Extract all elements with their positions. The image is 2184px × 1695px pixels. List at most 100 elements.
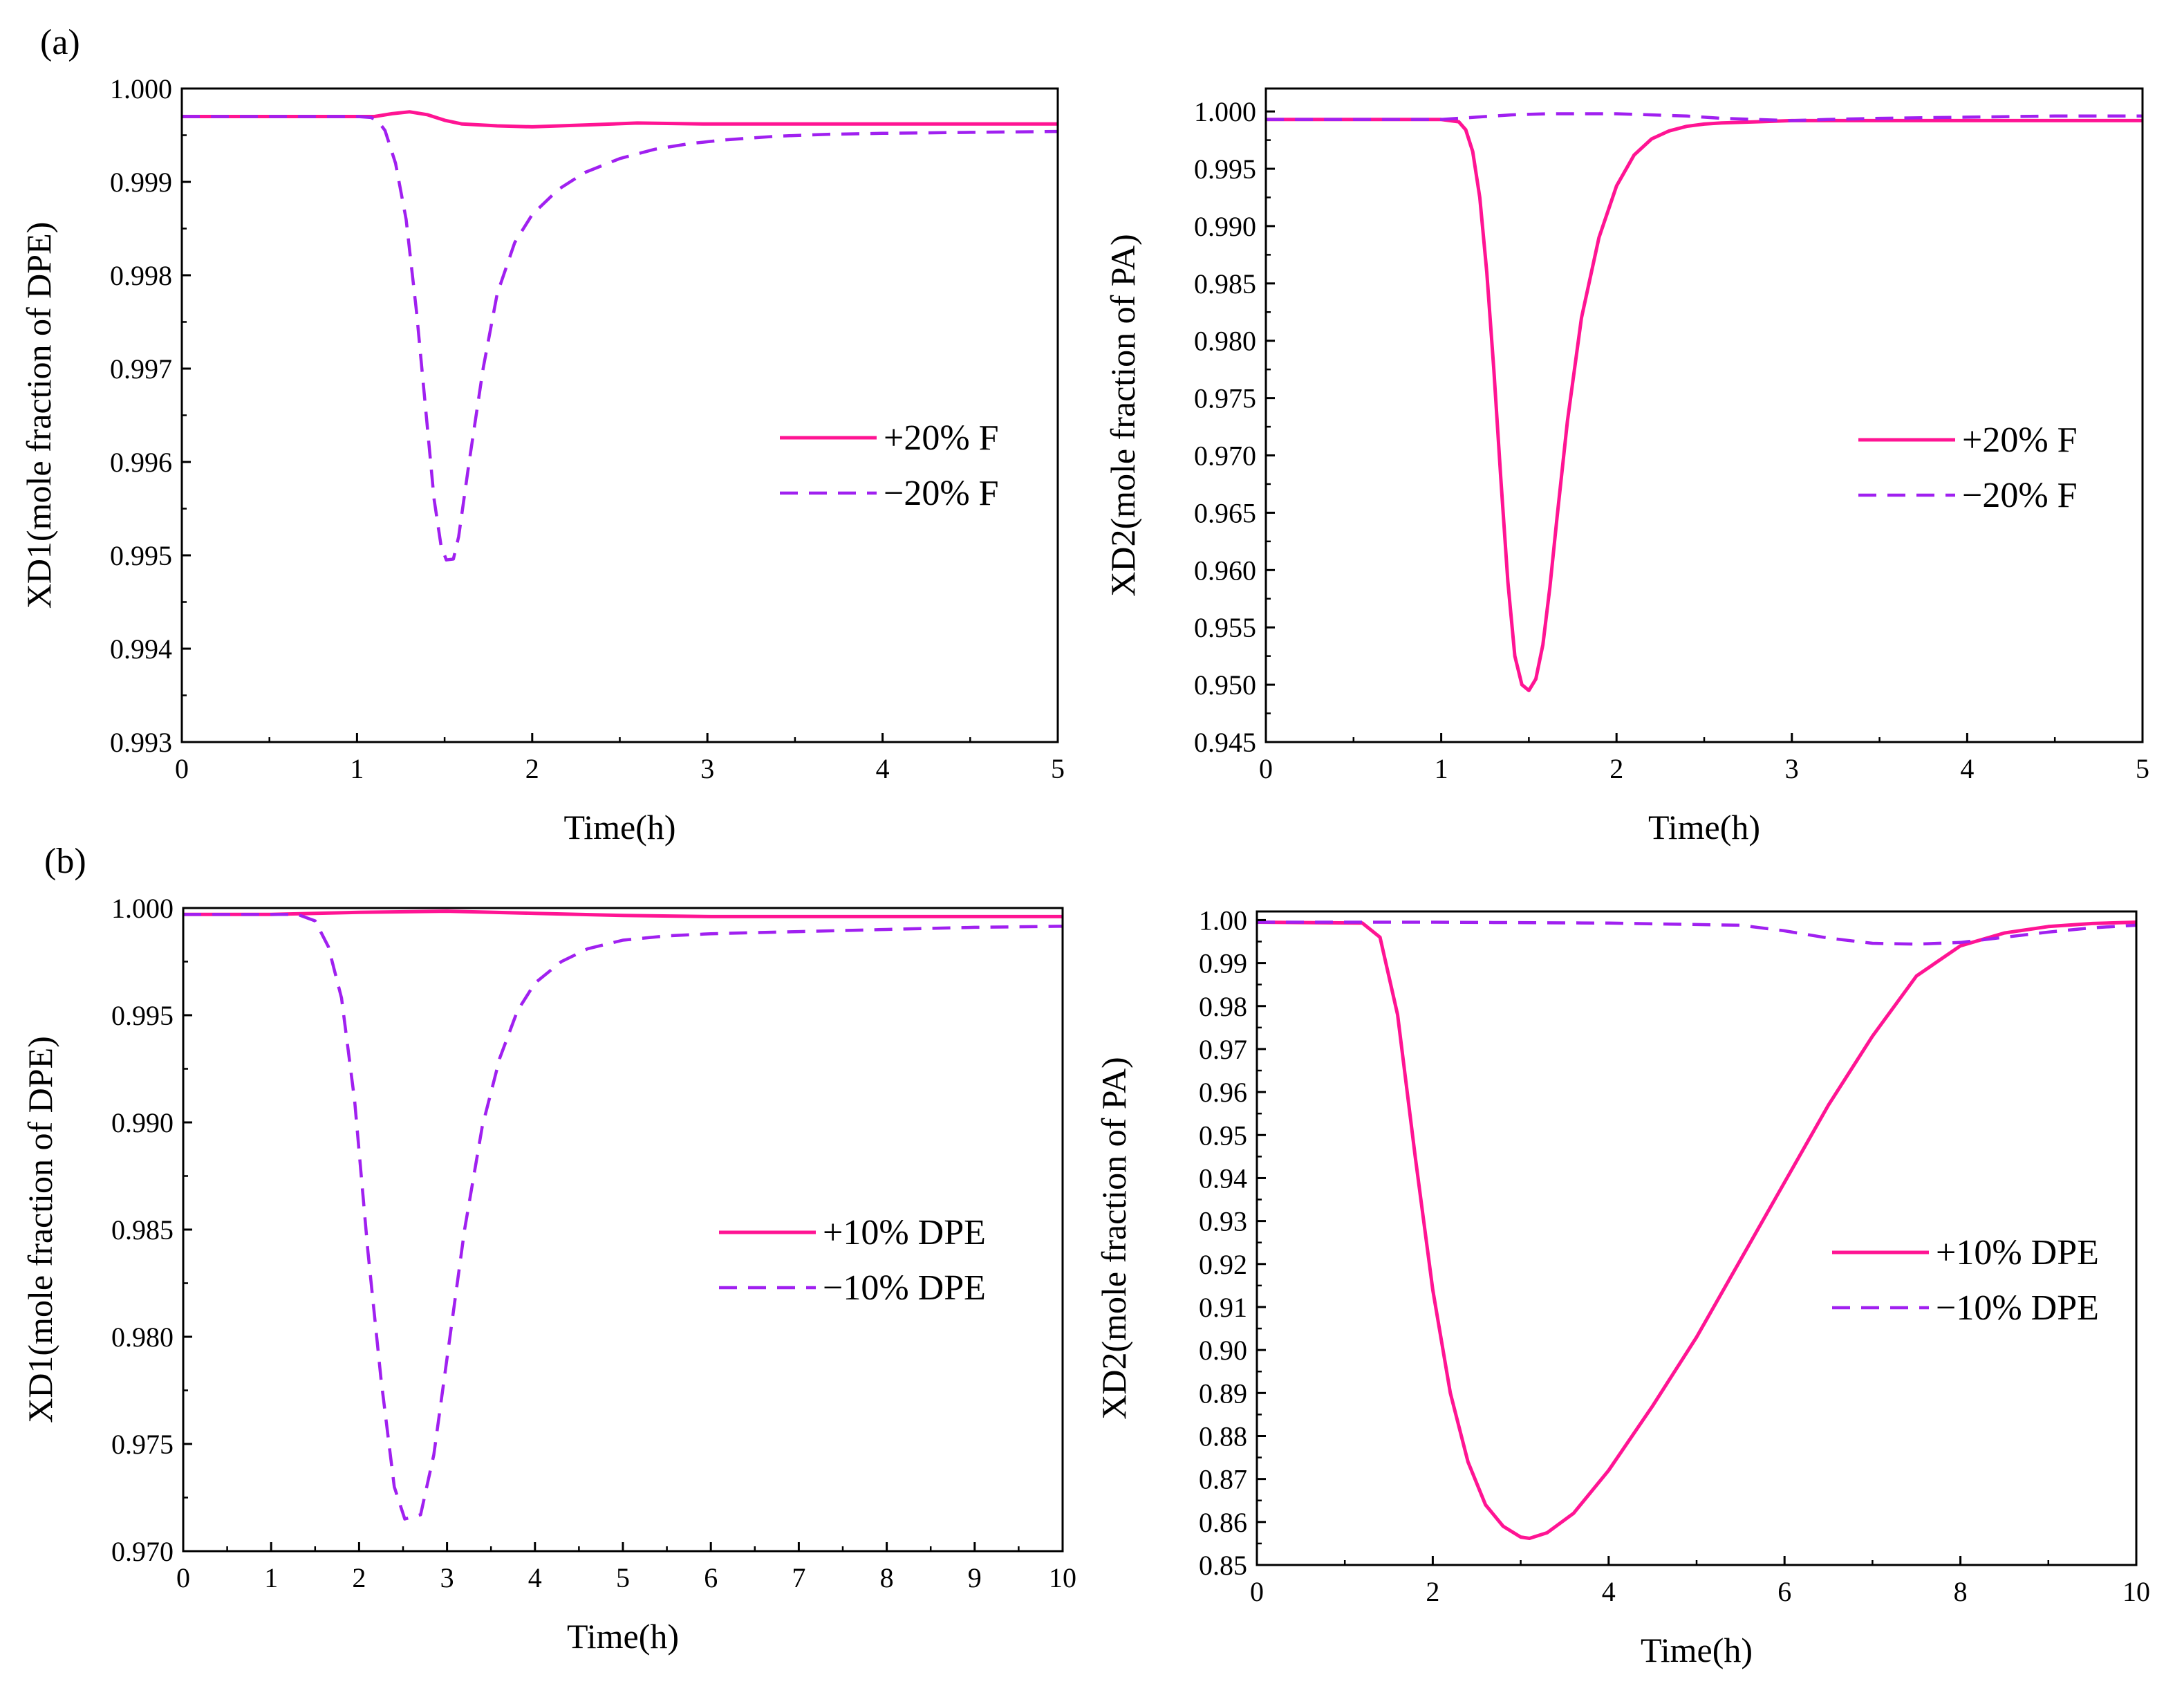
y-tick-label: 0.985 bbox=[111, 1214, 174, 1245]
y-axis-label: XD1(mole fraction of DPE) bbox=[21, 1036, 59, 1423]
y-tick-label: 0.999 bbox=[110, 167, 172, 198]
y-tick-label: 0.98 bbox=[1199, 991, 1247, 1022]
series-line-dashed bbox=[1266, 112, 2143, 122]
y-tick-label: 0.990 bbox=[1194, 211, 1256, 242]
y-tick-label: 0.92 bbox=[1199, 1249, 1247, 1280]
legend-label: +10% DPE bbox=[823, 1213, 986, 1252]
x-axis-label: Time(h) bbox=[1641, 1631, 1753, 1669]
x-axis-label: Time(h) bbox=[567, 1617, 679, 1656]
y-tick-label: 1.000 bbox=[111, 893, 174, 924]
y-tick-label: 1.000 bbox=[1194, 96, 1256, 127]
y-tick-label: 0.955 bbox=[1194, 612, 1256, 643]
y-tick-label: 0.995 bbox=[110, 540, 172, 571]
y-tick-label: 0.99 bbox=[1199, 948, 1247, 979]
x-tick-label: 1 bbox=[264, 1562, 278, 1593]
chart-b-left: 0 1 2 3 4 5 6 7 8 9 10 0.970 0.975 0.980 0.985 0.990 0.9… bbox=[21, 893, 1076, 1656]
x-tick-label: 4 bbox=[1960, 753, 1974, 784]
y-tick-label: 1.00 bbox=[1199, 905, 1247, 936]
chart-b-right: 0 2 4 6 8 10 0.85 0.86 0.87 0.88 0.89 0.90 0.91 0.92 0… bbox=[1094, 905, 2150, 1669]
panel-label-a: (a) bbox=[40, 23, 80, 62]
y-tick-label: 1.000 bbox=[110, 73, 172, 104]
x-tick-label: 4 bbox=[876, 753, 890, 784]
x-tick-label: 9 bbox=[968, 1562, 982, 1593]
x-tick-label: 8 bbox=[1954, 1576, 1968, 1607]
x-tick-label: 2 bbox=[1609, 753, 1623, 784]
x-axis-label: Time(h) bbox=[1648, 808, 1760, 846]
y-axis-label: XD2(mole fraction of PA) bbox=[1103, 234, 1142, 596]
x-tick-label: 7 bbox=[792, 1562, 805, 1593]
x-tick-label: 5 bbox=[2136, 753, 2149, 784]
x-tick-label: 1 bbox=[1435, 753, 1448, 784]
x-tick-label: 6 bbox=[704, 1562, 718, 1593]
y-tick-label: 0.90 bbox=[1199, 1335, 1247, 1366]
series-line-solid bbox=[1266, 118, 2143, 692]
y-tick-label: 0.945 bbox=[1194, 727, 1256, 758]
series-line-solid bbox=[183, 909, 1063, 918]
x-tick-label: 5 bbox=[1051, 753, 1065, 784]
x-tick-label: 2 bbox=[352, 1562, 366, 1593]
x-tick-label: 2 bbox=[525, 753, 539, 784]
y-tick-label: 0.995 bbox=[1194, 154, 1256, 185]
y-tick-label: 0.950 bbox=[1194, 669, 1256, 701]
y-tick-label: 0.980 bbox=[1194, 326, 1256, 357]
y-tick-label: 0.990 bbox=[111, 1107, 174, 1138]
chart-a-left: 0 1 2 3 4 5 0.993 0.994 0.995 0.996 0.997 0.998 0.99… bbox=[19, 73, 1065, 846]
series-line-dashed bbox=[1257, 920, 2136, 946]
x-tick-label: 1 bbox=[350, 753, 364, 784]
y-tick-label: 0.985 bbox=[1194, 268, 1256, 299]
x-tick-label: 10 bbox=[2122, 1576, 2150, 1607]
y-tick-label: 0.89 bbox=[1199, 1378, 1247, 1409]
x-tick-label: 3 bbox=[1785, 753, 1799, 784]
chart-layer: 0 1 2 3 4 50.9930.9940.9950.9960.9970.9980.99… bbox=[19, 73, 2150, 1669]
y-tick-label: 0.994 bbox=[110, 633, 172, 665]
x-tick-label: 5 bbox=[616, 1562, 630, 1593]
y-tick-label: 0.996 bbox=[110, 447, 172, 478]
y-tick-label: 0.91 bbox=[1199, 1292, 1247, 1323]
legend-label: −20% F bbox=[884, 474, 999, 513]
legend-label: +20% F bbox=[884, 418, 999, 458]
x-tick-label: 3 bbox=[440, 1562, 454, 1593]
series-line-dashed bbox=[182, 115, 1058, 562]
x-tick-label: 0 bbox=[1259, 753, 1273, 784]
y-axis-label: XD1(mole fraction of DPE) bbox=[19, 222, 58, 609]
y-tick-label: 0.93 bbox=[1199, 1206, 1247, 1237]
y-tick-label: 0.960 bbox=[1194, 555, 1256, 586]
y-tick-label: 0.995 bbox=[111, 1000, 174, 1031]
series-line-solid bbox=[1257, 920, 2136, 1540]
chart-a-right: 0 1 2 3 4 5 0.945 0.950 0.955 0.960 0.965 0.970 0.97… bbox=[1103, 87, 2149, 846]
legend-label: −10% DPE bbox=[1936, 1288, 2099, 1328]
y-tick-label: 0.970 bbox=[111, 1536, 174, 1567]
y-tick-label: 0.88 bbox=[1199, 1420, 1247, 1452]
y-tick-label: 0.975 bbox=[111, 1429, 174, 1460]
series-line-dashed bbox=[183, 913, 1063, 1521]
y-tick-label: 0.94 bbox=[1199, 1163, 1247, 1194]
x-axis-label: Time(h) bbox=[563, 808, 675, 846]
legend-label: −20% F bbox=[1962, 476, 2078, 515]
y-tick-label: 0.97 bbox=[1199, 1034, 1247, 1065]
y-axis-label: XD2(mole fraction of PA) bbox=[1094, 1057, 1133, 1419]
y-tick-label: 0.980 bbox=[111, 1322, 174, 1353]
y-tick-label: 0.87 bbox=[1199, 1464, 1247, 1495]
legend-label: +20% F bbox=[1962, 420, 2078, 460]
x-tick-label: 0 bbox=[1250, 1576, 1264, 1607]
y-tick-label: 0.970 bbox=[1194, 441, 1256, 472]
x-tick-label: 0 bbox=[176, 1562, 190, 1593]
panel-label-b: (b) bbox=[44, 842, 86, 881]
y-tick-label: 0.975 bbox=[1194, 383, 1256, 414]
series-line-solid bbox=[182, 110, 1058, 129]
legend-label: −10% DPE bbox=[823, 1268, 986, 1308]
y-tick-label: 0.95 bbox=[1199, 1120, 1247, 1151]
y-tick-label: 0.993 bbox=[110, 727, 172, 758]
y-tick-label: 0.96 bbox=[1199, 1077, 1247, 1108]
y-tick-label: 0.965 bbox=[1194, 497, 1256, 528]
y-tick-label: 0.997 bbox=[110, 353, 172, 385]
x-tick-label: 10 bbox=[1049, 1562, 1076, 1593]
y-tick-label: 0.998 bbox=[110, 260, 172, 291]
x-tick-label: 0 bbox=[175, 753, 189, 784]
x-tick-label: 8 bbox=[880, 1562, 894, 1593]
x-tick-label: 4 bbox=[1602, 1576, 1616, 1607]
y-tick-label: 0.85 bbox=[1199, 1550, 1247, 1581]
x-tick-label: 6 bbox=[1777, 1576, 1791, 1607]
